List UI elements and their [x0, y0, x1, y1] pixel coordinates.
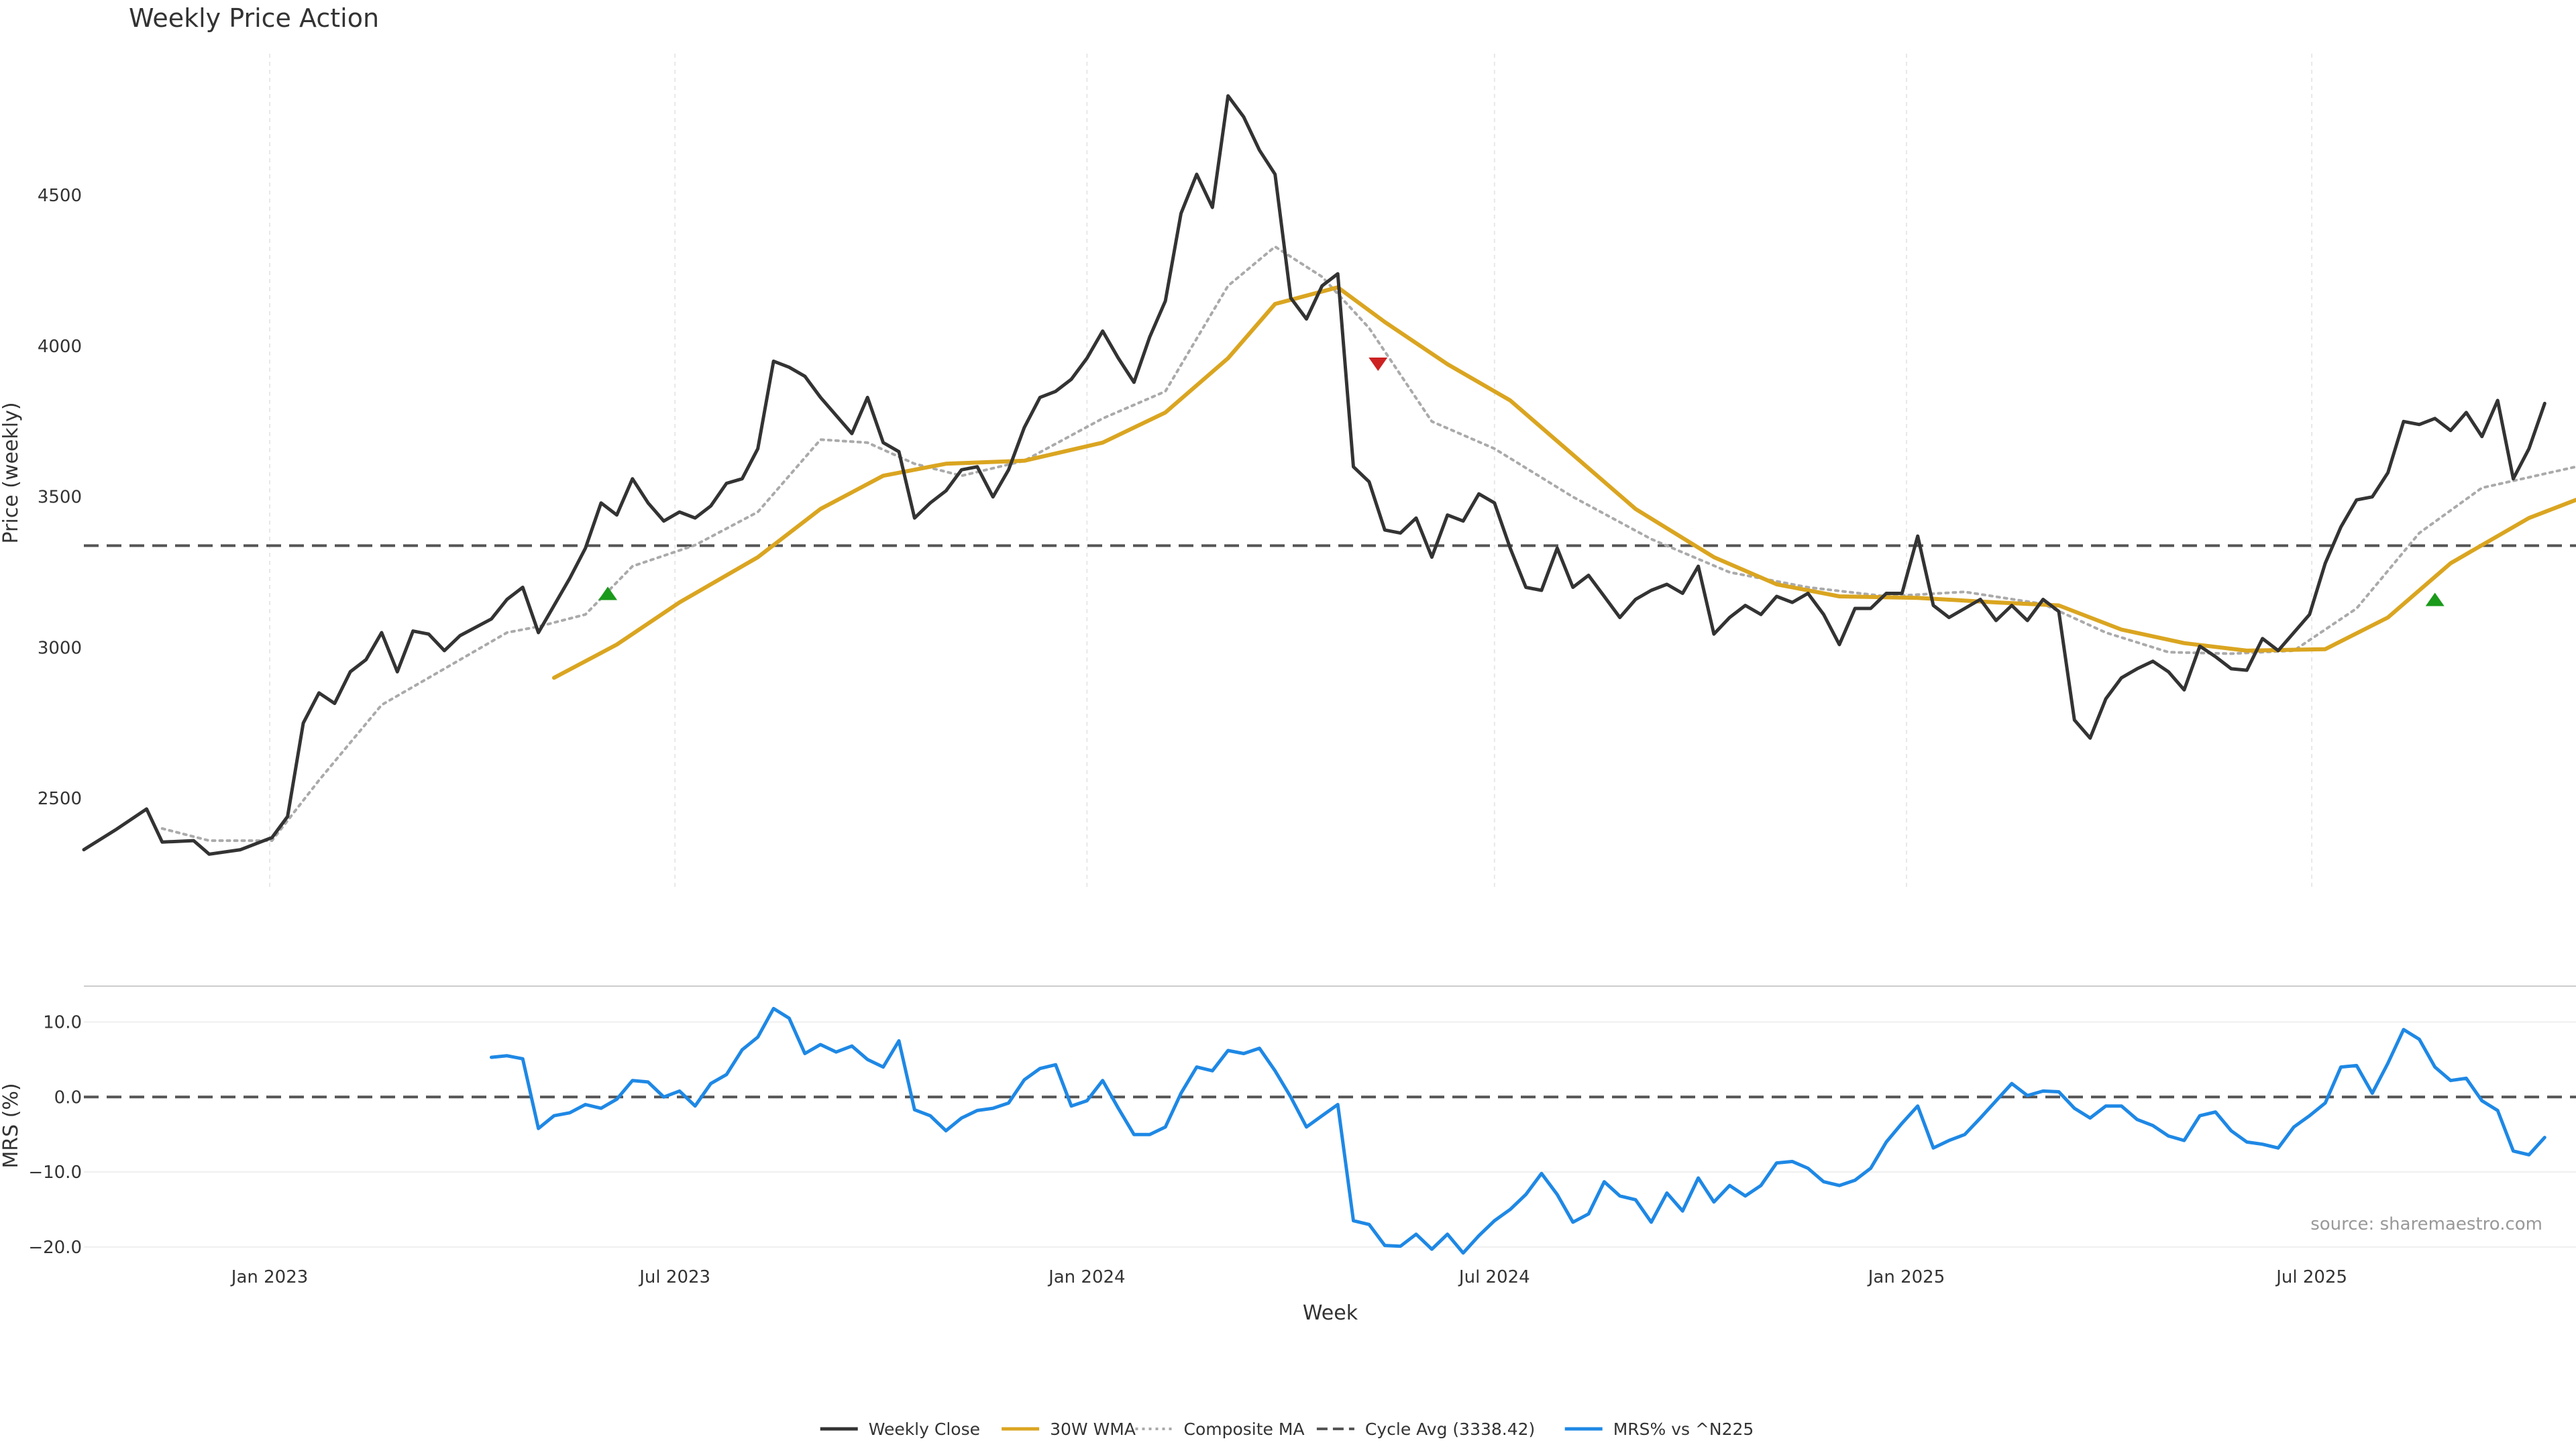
legend-item: Cycle Avg (3338.42)	[1316, 1419, 1535, 1439]
mrs-y-tick-label: 0.0	[54, 1087, 82, 1108]
x-tick-label: Jan 2024	[1047, 1267, 1126, 1287]
price-y-tick-labels: 2500 3000 3500 4000 4500	[38, 186, 82, 809]
mrs-series-lines	[490, 1006, 2546, 1255]
price-series-lines	[82, 94, 2576, 856]
30w-wma-series	[551, 285, 2576, 680]
composite-ma-series	[160, 245, 2576, 843]
y-tick-label: 3500	[38, 488, 82, 508]
mrs-y-tick-label: 10.0	[43, 1013, 82, 1033]
source-note: source: sharemaestro.com	[2310, 1214, 2542, 1234]
mrs-horizontal-grid	[84, 1021, 2576, 1248]
sell-signal-marker	[1368, 357, 1388, 371]
weekly-close-series	[82, 94, 2546, 856]
x-tick-label: Jan 2025	[1867, 1267, 1945, 1287]
legend-item: 30W WMA	[1002, 1419, 1136, 1439]
mrs-y-axis-label: MRS (%)	[0, 1083, 23, 1168]
price-panel: 2500 3000 3500 4000 4500	[38, 54, 2576, 889]
legend-label: Weekly Close	[869, 1419, 980, 1439]
x-tick-label: Jan 2023	[230, 1267, 309, 1287]
legend-label: MRS% vs ^N225	[1613, 1419, 1754, 1439]
x-tick-label: Jul 2025	[2275, 1267, 2347, 1287]
legend-item: Weekly Close	[820, 1419, 980, 1439]
x-axis-label: Week	[1303, 1301, 1358, 1325]
x-tick-label: Jul 2024	[1458, 1267, 1530, 1287]
x-tick-labels: Jan 2023 Jul 2023 Jan 2024 Jul 2024 Jan 2025…	[230, 1267, 2347, 1287]
mrs-y-tick-labels: 10.0 0.0 −10.0 −20.0	[28, 1013, 82, 1258]
signal-markers	[598, 357, 2445, 606]
mrs-y-tick-label: −10.0	[28, 1163, 82, 1183]
mrs-y-tick-label: −20.0	[28, 1238, 82, 1258]
price-vertical-grid	[269, 54, 2313, 889]
y-tick-label: 4000	[38, 337, 82, 357]
y-tick-label: 3000	[38, 638, 82, 658]
legend: Weekly Close 30W WMA Composite MA Cycle Avg…	[820, 1419, 1754, 1439]
legend-label: Cycle Avg (3338.42)	[1365, 1419, 1535, 1439]
buy-signal-marker	[598, 586, 618, 600]
buy-signal-marker	[2425, 592, 2445, 606]
mrs-panel: 10.0 0.0 −10.0 −20.0	[28, 985, 2576, 1258]
mrs-series	[490, 1006, 2546, 1255]
legend-label: Composite MA	[1184, 1419, 1305, 1439]
price-y-axis-label: Price (weekly)	[0, 402, 23, 543]
chart-title: Weekly Price Action	[129, 3, 379, 33]
y-tick-label: 2500	[38, 789, 82, 809]
y-tick-label: 4500	[38, 186, 82, 206]
legend-label: 30W WMA	[1050, 1419, 1136, 1439]
legend-item: MRS% vs ^N225	[1564, 1419, 1754, 1439]
legend-item: Composite MA	[1135, 1419, 1305, 1439]
x-tick-label: Jul 2023	[638, 1267, 710, 1287]
